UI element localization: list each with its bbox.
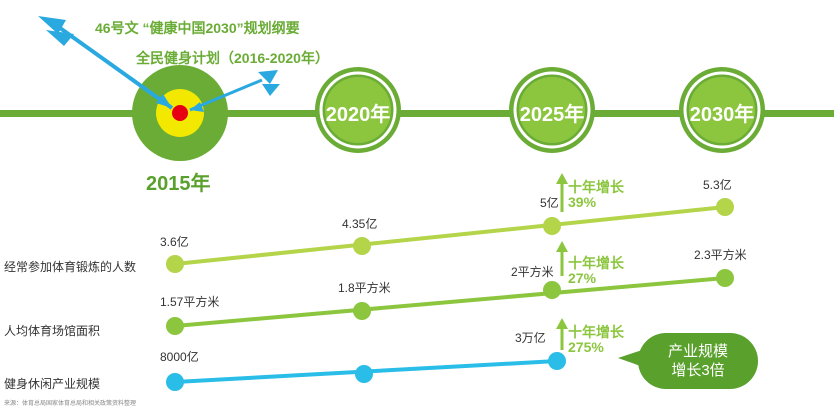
row-label-venue-area: 人均体育场馆面积: [4, 324, 101, 338]
data-point: [166, 255, 184, 273]
data-point: [543, 281, 561, 299]
arrow-icon: [38, 16, 174, 110]
callout-bubble: [618, 333, 758, 389]
year-label-2015: 2015年: [146, 173, 211, 195]
value-label: 5.3亿: [703, 178, 732, 192]
arrow-icon: [189, 70, 280, 112]
callout-line-1: 产业规模: [667, 343, 728, 360]
value-label: 1.57平方米: [160, 295, 220, 309]
milestone-label-2020: 2020年: [325, 104, 391, 126]
data-point: [166, 373, 184, 391]
milestone-label-2030: 2030年: [689, 104, 755, 126]
growth-label-participants: 十年增长 39%: [568, 180, 624, 210]
growth-arrow-icon: [556, 173, 568, 212]
callout-line-2: 增长3倍: [671, 362, 725, 379]
series-line-venue-area: [174, 276, 726, 328]
timeline-bar: [0, 110, 834, 117]
data-point: [353, 302, 371, 320]
policy-line-2: 全民健身计划（2016-2020年）: [136, 50, 329, 66]
policy-line-1: 46号文 “健康中国2030”规划纲要: [95, 20, 300, 36]
data-point: [716, 198, 734, 216]
milestone-2020: [315, 67, 401, 153]
milestone-2025: [509, 67, 595, 153]
value-label: 8000亿: [160, 350, 199, 364]
growth-title: 十年增长: [568, 255, 624, 271]
data-point: [166, 317, 184, 335]
data-point: [355, 365, 373, 383]
growth-arrow-icon: [556, 318, 568, 350]
target-2015: [132, 65, 228, 161]
growth-title: 十年增长: [568, 324, 624, 340]
growth-value: 275%: [568, 339, 604, 355]
value-label: 3万亿: [515, 331, 546, 345]
growth-value: 39%: [568, 194, 597, 210]
row-label-participants: 经常参加体育锻炼的人数: [4, 260, 137, 274]
data-point: [716, 269, 734, 287]
data-point: [548, 352, 566, 370]
callout-text: 产业规模 增长3倍: [638, 342, 758, 380]
footnote: 来源：体育总局国家体育总局和相关政策资料整理: [4, 401, 137, 407]
value-label: 4.35亿: [342, 217, 378, 231]
milestone-label-2025: 2025年: [519, 104, 585, 126]
data-point: [353, 237, 371, 255]
growth-title: 十年增长: [568, 179, 624, 195]
value-label: 1.8平方米: [338, 281, 391, 295]
growth-label-industry: 十年增长 275%: [568, 325, 624, 355]
row-label-industry: 健身休闲产业规模: [4, 377, 101, 391]
growth-value: 27%: [568, 270, 597, 286]
value-label: 3.6亿: [160, 235, 189, 249]
value-label: 2平方米: [511, 265, 554, 279]
data-point: [543, 217, 561, 235]
growth-label-venue-area: 十年增长 27%: [568, 256, 624, 286]
milestone-2030: [679, 67, 765, 153]
growth-arrow-icon: [556, 241, 568, 276]
value-label: 5亿: [540, 196, 559, 210]
value-label: 2.3平方米: [694, 248, 747, 262]
series-line-participants: [174, 205, 726, 266]
